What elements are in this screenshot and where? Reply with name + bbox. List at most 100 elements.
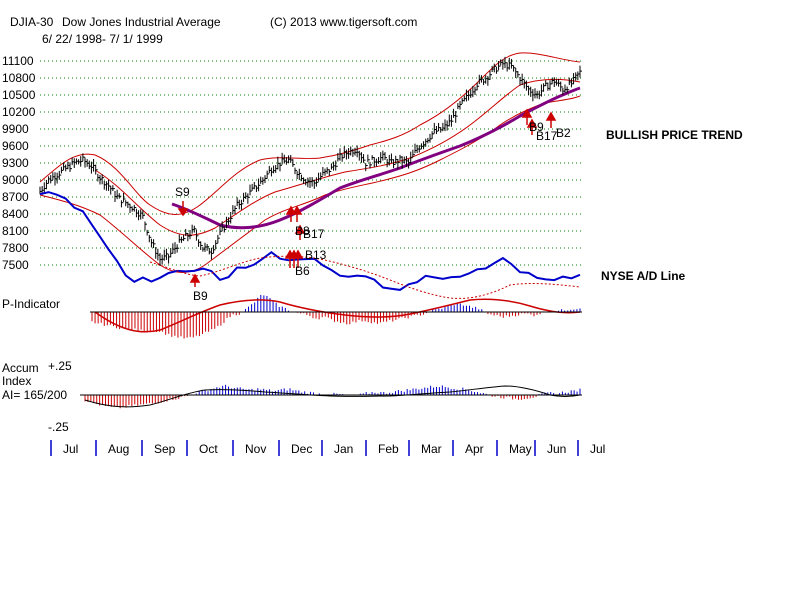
- price-bar: [369, 161, 372, 169]
- price-axis-labels: 11100 10800 10500 10200 9900 9600 9300 9000 8700…: [2, 54, 36, 272]
- price-tick-8700: 8700: [2, 190, 29, 204]
- moving-average-line: [171, 86, 581, 230]
- month-label-feb-7: Feb: [378, 442, 399, 456]
- month-label-sep-2: Sep: [154, 442, 176, 456]
- price-bar: [363, 154, 366, 163]
- price-bar: [294, 167, 297, 175]
- price-bar: [258, 178, 261, 192]
- ad-moving-average: [149, 255, 581, 299]
- price-bar: [459, 100, 462, 110]
- price-bar: [320, 172, 323, 180]
- month-label-mar-8: Mar: [421, 442, 442, 456]
- price-bar: [60, 166, 64, 174]
- price-bar: [189, 230, 192, 240]
- price-bar: [213, 245, 216, 254]
- b8-dec-arrow-2: [291, 205, 303, 222]
- ad-line-label: NYSE A/D Line: [601, 269, 686, 283]
- price-bar: [148, 234, 152, 243]
- price-bar: [397, 158, 400, 170]
- signal-b8-dec: B8: [295, 224, 310, 238]
- price-tick-11100: 11100: [2, 54, 34, 68]
- signal-b13-dec: B13: [305, 248, 327, 262]
- price-bar: [384, 152, 387, 160]
- price-bar: [493, 63, 497, 73]
- price-bar: [480, 75, 484, 83]
- month-label-aug-1: Aug: [108, 442, 129, 456]
- price-bar: [101, 174, 105, 185]
- signal-arrows: [177, 108, 557, 287]
- accum-index-ma: [84, 385, 581, 408]
- date-range: 6/ 22/ 1998- 7/ 1/ 1999: [42, 32, 163, 46]
- price-bar: [223, 226, 227, 233]
- price-bar: [249, 184, 252, 196]
- price-tick-9900: 9900: [2, 122, 29, 136]
- price-bar: [435, 125, 439, 135]
- price-bar: [230, 212, 233, 224]
- price-bar: [450, 114, 454, 127]
- price-bar: [560, 81, 563, 92]
- b8-dec-arrow-1: [285, 205, 297, 222]
- price-bar: [144, 221, 147, 231]
- price-bar: [328, 169, 332, 176]
- signal-b17-may: B17: [536, 129, 558, 143]
- price-bar: [215, 240, 218, 249]
- b13-dec-arrows: [284, 249, 304, 268]
- price-bar: [455, 111, 458, 123]
- signal-b2-jun: B2: [556, 126, 571, 140]
- month-label-may-10: May: [509, 442, 532, 456]
- price-tick-9300: 9300: [2, 156, 29, 170]
- price-bar: [82, 153, 85, 162]
- price-bar: [266, 170, 270, 179]
- accum-top-label: +.25: [48, 359, 72, 373]
- month-label-jul-12: Jul: [590, 442, 605, 456]
- price-bar: [234, 205, 237, 214]
- price-bar: [247, 193, 250, 204]
- price-bar: [498, 60, 501, 71]
- signal-s9: S9: [175, 185, 190, 199]
- price-tick-9000: 9000: [2, 173, 29, 187]
- signal-b9-sep: B9: [193, 289, 208, 303]
- price-bar: [133, 204, 137, 212]
- b2-jun-arrow: [545, 111, 557, 128]
- price-bar: [292, 159, 295, 167]
- price-bar: [95, 164, 98, 175]
- p-indicator-ma: [94, 298, 581, 333]
- month-label-jan-6: Jan: [334, 442, 353, 456]
- price-tick-8400: 8400: [2, 207, 29, 221]
- price-bar: [112, 185, 115, 192]
- accum-bottom-label: -.25: [48, 420, 69, 434]
- signal-b17-dec: B17: [303, 227, 325, 241]
- month-label-apr-9: Apr: [465, 442, 484, 456]
- price-bar: [176, 244, 180, 253]
- trend-label: BULLISH PRICE TREND: [606, 128, 743, 142]
- price-bar: [412, 149, 415, 158]
- price-bar: [123, 192, 126, 202]
- envelope-mid-upper: [94, 78, 581, 236]
- month-axis: Jul Aug Sep Oct Nov Dec Jan Feb Mar Apr May Jun Jul: [50, 440, 605, 456]
- month-label-jun-11: Jun: [547, 442, 566, 456]
- b17-may-arrow: [526, 118, 538, 135]
- accum-title: Accum: [2, 361, 39, 375]
- price-bar: [50, 175, 53, 184]
- price-envelope: [39, 52, 581, 273]
- price-bar: [566, 86, 570, 94]
- price-bar: [579, 65, 582, 78]
- month-label-jul-0: Jul: [63, 442, 78, 456]
- month-label-nov-4: Nov: [245, 442, 266, 456]
- ticker-title: DJIA-30: [10, 15, 54, 29]
- price-bar: [200, 241, 203, 251]
- price-tick-8100: 8100: [2, 224, 29, 238]
- envelope-lower: [39, 95, 581, 273]
- price-bar: [410, 151, 413, 164]
- price-bar: [195, 229, 199, 241]
- price-bar: [298, 168, 302, 180]
- price-bar: [279, 162, 282, 172]
- price-bar: [146, 229, 150, 236]
- p-indicator-label: P-Indicator: [2, 297, 60, 311]
- b9-may-arrow: [521, 108, 533, 125]
- price-bar: [489, 70, 492, 80]
- price-bar: [80, 156, 83, 167]
- price-bar: [206, 243, 210, 251]
